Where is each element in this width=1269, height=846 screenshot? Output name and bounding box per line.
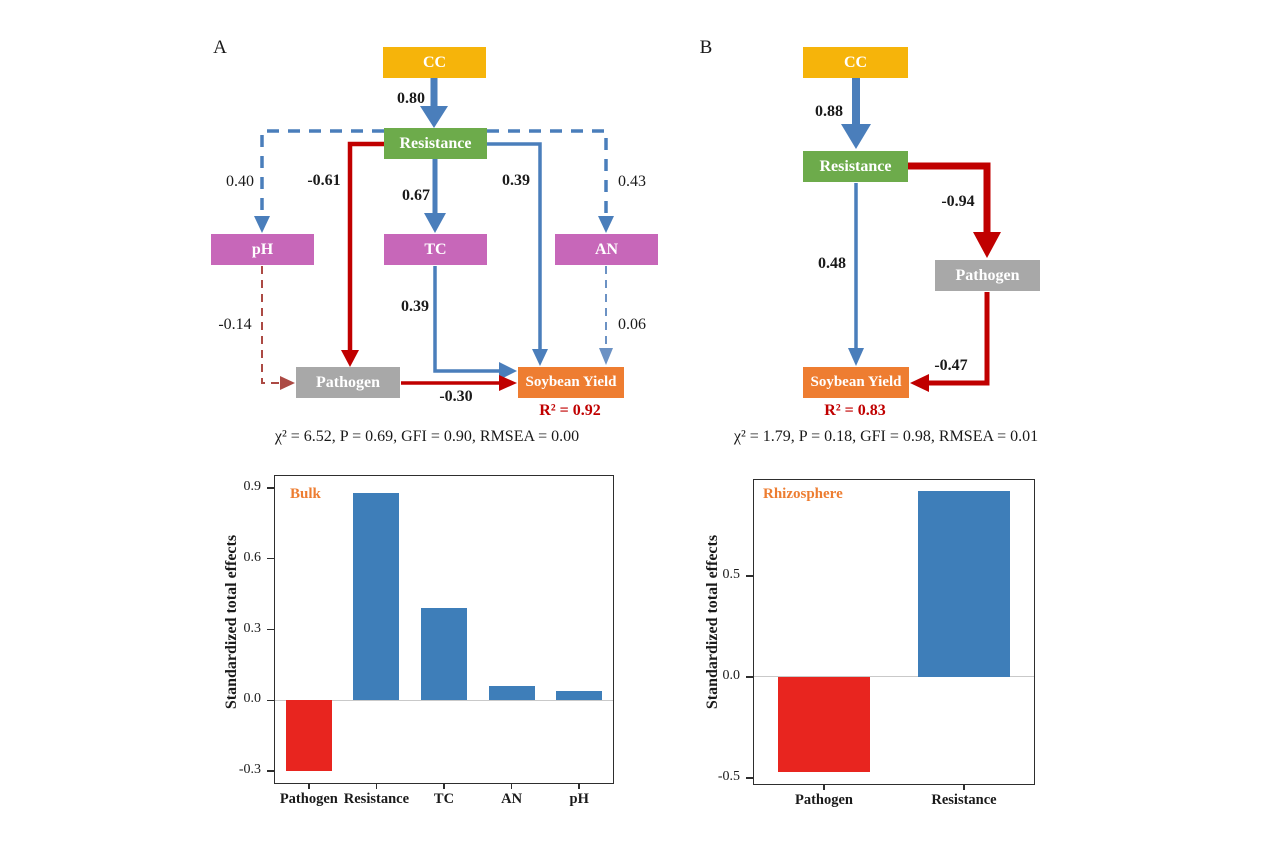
arrowhead-resistance-pathogen-a [341, 350, 359, 367]
edge-label-tc-soybean-a: 0.39 [401, 298, 429, 315]
node-an-a: AN [555, 234, 658, 265]
edge-label-resistance-ph-a: 0.40 [226, 173, 254, 190]
y-tick-label: 0.5 [722, 566, 741, 582]
edge-label-cc-resistance-a: 0.80 [397, 90, 425, 107]
y-tick-label: -0.5 [717, 768, 740, 784]
y-tick-mark [267, 628, 275, 631]
edge-label-resistance-soybean-a: 0.39 [502, 172, 530, 189]
arrowhead-cc-resistance-b [841, 124, 871, 149]
edge-label-resistance-pathogen-a: -0.61 [307, 172, 341, 189]
x-tick-mark [578, 783, 580, 789]
rhizosphere-bar-chart-plot: -0.5 0.0 0.5 Pathogen Resistance [718, 479, 1035, 808]
y-tick-label: 0.6 [243, 549, 262, 565]
arrowhead-resistance-an-a [598, 216, 614, 233]
x-category-label: Pathogen [795, 792, 853, 808]
fit-statistics-b: χ² = 1.79, P = 0.18, GFI = 0.98, RMSEA =… [733, 428, 1039, 445]
arrowhead-pathogen-soybean-b [910, 374, 929, 392]
edge-resistance-pathogen-a [347, 141, 384, 352]
y-tick-mark [267, 557, 275, 560]
x-tick-mark [823, 784, 825, 790]
edge-resistance-pathogen-b [908, 162, 991, 234]
arrowhead-cc-resistance-a [420, 106, 448, 128]
y-tick-mark [267, 770, 275, 772]
r-squared-b: R² = 0.83 [824, 402, 886, 419]
node-resistance-b: Resistance [803, 151, 908, 182]
fit-statistics-a: χ² = 6.52, P = 0.69, GFI = 0.90, RMSEA =… [274, 428, 580, 445]
node-soybean-yield-b: Soybean Yield [803, 367, 909, 398]
arrowhead-tc-soybean-a [499, 362, 517, 380]
y-tick-label: 0.9 [243, 478, 262, 494]
rhizosphere-chart-title: Rhizosphere [763, 486, 843, 502]
edge-label-an-soybean-a: 0.06 [618, 316, 646, 333]
panel-a-label: A [213, 37, 227, 58]
edge-label-ph-pathogen-a: -0.14 [218, 316, 252, 333]
node-resistance-a: Resistance [384, 128, 487, 159]
x-tick-mark [308, 783, 310, 789]
edge-label-pathogen-soybean-b: -0.47 [934, 357, 968, 374]
edge-resistance-ph-a [260, 129, 384, 218]
edge-label-cc-resistance-b: 0.88 [815, 103, 843, 120]
bar-resistance [353, 492, 400, 701]
edge-resistance-soybean-a [487, 142, 542, 351]
node-cc-b: CC [803, 47, 908, 78]
panel-b-label: B [699, 37, 713, 58]
node-ph-a: pH [211, 234, 314, 265]
y-tick-label: 0.0 [243, 691, 262, 707]
y-tick-mark [746, 575, 754, 577]
y-tick-mark [267, 699, 275, 702]
zero-line [754, 676, 1034, 678]
node-pathogen-a: Pathogen [296, 367, 400, 398]
bulk-bar-chart-plot: -0.3 0.0 0.3 0.6 0.9 Pathogen Resistance TC AN pH [239, 475, 614, 807]
node-soybean-yield-a: Soybean Yield [518, 367, 624, 398]
arrowhead-resistance-pathogen-b [973, 232, 1001, 258]
x-tick-mark [375, 783, 378, 789]
edge-ph-pathogen-a [261, 266, 281, 384]
bar-pathogen [285, 700, 332, 772]
arrowhead-resistance-soybean-b [848, 348, 864, 366]
bar-ph [556, 690, 603, 701]
y-tick-label: 0.0 [722, 667, 741, 683]
edge-label-resistance-tc-a: 0.67 [402, 187, 430, 204]
edge-resistance-an-a [487, 129, 608, 218]
x-category-label: Resistance [931, 792, 997, 808]
arrowhead-ph-pathogen-a [280, 376, 295, 390]
edge-label-resistance-pathogen-b: -0.94 [941, 193, 975, 210]
r-squared-a: R² = 0.92 [539, 402, 601, 419]
x-tick-mark [963, 784, 965, 790]
x-category-label: Resistance [343, 791, 410, 807]
x-category-label: AN [501, 791, 523, 807]
arrowhead-resistance-tc-a [424, 213, 446, 233]
node-pathogen-b: Pathogen [935, 260, 1040, 291]
zero-line [275, 699, 613, 701]
bulk-chart-title: Bulk [290, 486, 321, 502]
arrowhead-pathogen-soybean-a [499, 375, 517, 391]
edge-label-pathogen-soybean-a: -0.30 [439, 388, 473, 405]
edge-pathogen-soybean-b [928, 292, 990, 386]
arrowhead-an-soybean-a [599, 348, 613, 365]
edge-label-resistance-an-a: 0.43 [618, 173, 646, 190]
bar-pathogen [778, 676, 870, 772]
node-cc-a: CC [383, 47, 486, 78]
x-category-label: pH [569, 791, 589, 807]
x-category-label: TC [433, 791, 455, 807]
y-tick-label: -0.3 [238, 762, 261, 778]
edge-label-resistance-soybean-b: 0.48 [818, 255, 846, 272]
bar-resistance [918, 491, 1010, 677]
y-tick-mark [746, 676, 754, 678]
arrowhead-resistance-soybean-a [532, 349, 548, 366]
bar-tc [421, 608, 467, 701]
x-tick-mark [510, 783, 513, 789]
edge-tc-soybean-a [433, 266, 501, 373]
node-tc-a: TC [384, 234, 487, 265]
y-tick-mark [267, 487, 275, 489]
arrowhead-resistance-ph-a [254, 216, 270, 233]
y-tick-label: 0.3 [243, 620, 262, 636]
x-tick-mark [443, 783, 445, 789]
x-category-label: Pathogen [279, 791, 338, 807]
y-tick-mark [746, 777, 754, 779]
bar-an [488, 686, 535, 701]
